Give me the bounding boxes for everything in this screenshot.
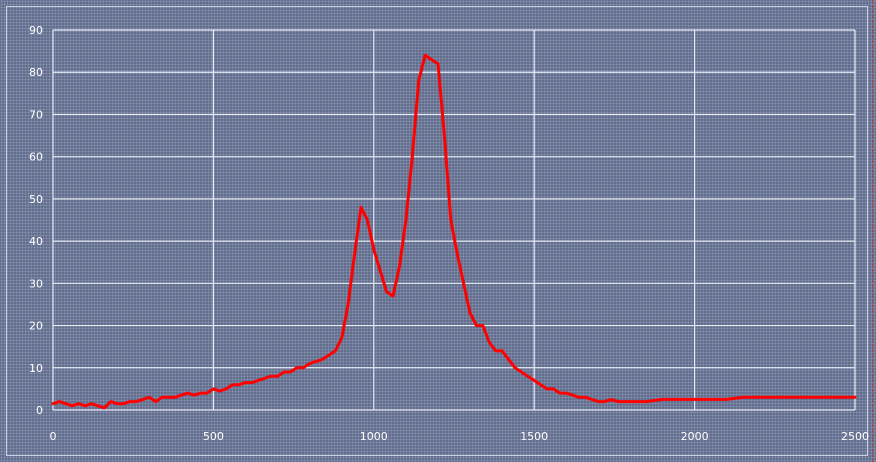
y-gridlines	[53, 29, 855, 411]
series-group	[51, 53, 857, 410]
y-tick-label-30: 30	[29, 277, 43, 290]
x-tick-label-1500: 1500	[520, 430, 548, 443]
x-gridlines	[52, 30, 856, 410]
y-tick-label-10: 10	[29, 362, 43, 375]
x-tick-label-1000: 1000	[360, 430, 388, 443]
y-tick-label-90: 90	[29, 24, 43, 37]
x-tick-labels: 0 500 1000 1500 2000 2500	[50, 430, 870, 443]
y-tick-label-40: 40	[29, 235, 43, 248]
chart-frame	[6, 6, 868, 456]
y-tick-label-70: 70	[29, 108, 43, 121]
x-tick-label-2000: 2000	[681, 430, 709, 443]
x-tick-label-0: 0	[50, 430, 57, 443]
x-tick-label-500: 500	[203, 430, 224, 443]
y-tick-label-50: 50	[29, 193, 43, 206]
series-line-1	[51, 53, 857, 410]
y-tick-label-80: 80	[29, 66, 43, 79]
y-tick-label-60: 60	[29, 151, 43, 164]
y-tick-labels: 0 10 20 30 40 50 60 70 80 90	[29, 24, 43, 417]
y-tick-label-20: 20	[29, 320, 43, 333]
x-tick-label-2500: 2500	[841, 430, 869, 443]
right-edge-marker	[872, 0, 875, 462]
y-tick-label-0: 0	[36, 404, 43, 417]
